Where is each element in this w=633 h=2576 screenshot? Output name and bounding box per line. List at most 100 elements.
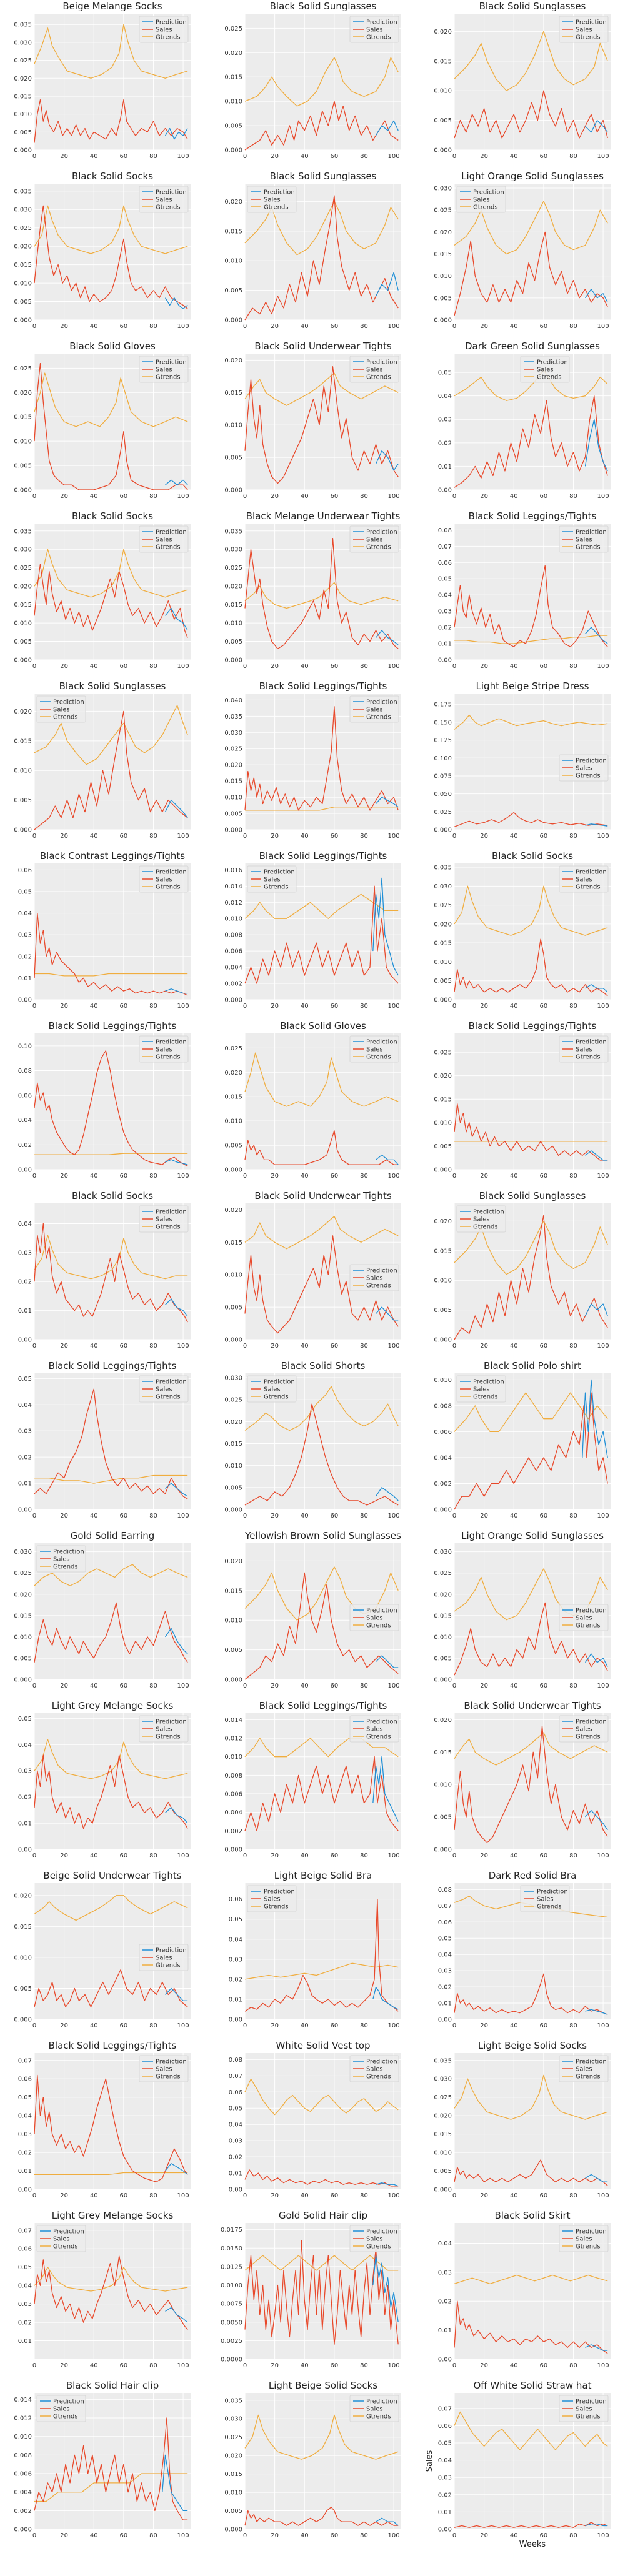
legend-label: Prediction — [156, 1719, 187, 1726]
x-tick-label: 60 — [119, 833, 127, 840]
y-tick-label: 0.010 — [434, 1278, 452, 1285]
y-tick-label: 0.015 — [434, 1749, 452, 1756]
y-tick-label: 0.04 — [18, 1117, 32, 1124]
x-tick-label: 40 — [90, 2532, 98, 2539]
y-tick-label: 0.00 — [438, 2527, 452, 2534]
x-tick-label: 20 — [271, 2532, 279, 2539]
y-tick-label: 0.04 — [438, 592, 452, 599]
legend-label: Sales — [366, 1047, 383, 1053]
x-tick-label: 80 — [569, 1003, 577, 1010]
legend-label: Prediction — [576, 869, 607, 876]
y-tick-label: 0.004 — [224, 965, 242, 972]
series-line-sales — [244, 2169, 399, 2187]
x-tick-label: 60 — [330, 663, 338, 670]
x-tick-label: 80 — [569, 1683, 577, 1689]
y-tick-label: 0.08 — [229, 2057, 242, 2064]
y-tick-label: 0.015 — [14, 602, 32, 609]
chart-panel: 0 20 40 60 80 100 0.000 0.005 0.010 0.015 0.020 0.0… — [14, 510, 191, 670]
legend-label: Sales — [576, 1047, 592, 1053]
y-tick-label: 0.005 — [434, 1814, 452, 1821]
y-tick-label: 0.030 — [14, 39, 32, 46]
legend-label: Gtrends — [156, 544, 181, 551]
y-tick-label: 0.000 — [14, 147, 32, 154]
y-tick-label: 0.06 — [229, 2089, 242, 2096]
series-line-prediction — [165, 988, 188, 994]
x-tick-label: 20 — [271, 833, 279, 840]
y-tick-label: 0.07 — [438, 544, 452, 550]
chart-title: White Solid Vest top — [276, 2040, 370, 2051]
y-tick-label: 0.020 — [14, 1591, 32, 1598]
legend-box — [139, 1375, 189, 1403]
chart-title: Black Contrast Leggings/Tights — [40, 850, 185, 862]
chart-title: Dark Red Solid Bra — [489, 1870, 577, 1881]
y-tick-label: 0.00 — [18, 2187, 32, 2194]
series-line-gtrends — [34, 2267, 188, 2292]
x-tick-label: 0 — [243, 663, 247, 670]
y-tick-label: 0.005 — [224, 1143, 242, 1150]
series-line-sales — [244, 1235, 399, 1334]
series-line-prediction — [372, 1987, 399, 2010]
series-line-gtrends — [244, 1052, 399, 1107]
y-tick-label: 0.030 — [224, 730, 242, 737]
x-tick-label: 100 — [597, 1003, 609, 1010]
y-tick-label: 0.008 — [224, 932, 242, 939]
x-tick-label: 0 — [452, 1003, 456, 1010]
x-tick-label: 0 — [32, 153, 36, 160]
y-tick-label: 0.000 — [224, 487, 242, 494]
x-tick-label: 80 — [149, 1683, 157, 1689]
legend-label: Gtrends — [366, 1283, 391, 1290]
x-tick-label: 80 — [149, 1343, 157, 1350]
legend-box — [456, 1375, 506, 1403]
series-line-prediction — [585, 2174, 608, 2182]
series-line-gtrends — [34, 2473, 188, 2502]
y-tick-label: 0.020 — [434, 1073, 452, 1080]
x-tick-label: 20 — [271, 1343, 279, 1350]
x-tick-label: 40 — [90, 153, 98, 160]
chart-panel: 0 20 40 60 80 100 0.000 0.005 0.010 0.015 0.020 0.0… — [14, 1, 191, 160]
x-tick-label: 40 — [90, 1852, 98, 1859]
y-tick-label: 0.015 — [434, 940, 452, 947]
y-tick-label: 0.015 — [434, 58, 452, 65]
legend-label: Prediction — [576, 1608, 607, 1614]
x-tick-label: 60 — [119, 2362, 127, 2369]
series-line-sales — [244, 1898, 399, 2012]
y-tick-label: 0.020 — [224, 1207, 242, 1214]
legend-label: Sales — [576, 2066, 592, 2073]
series-line-prediction — [585, 627, 608, 644]
x-tick-label: 100 — [388, 1003, 400, 1010]
y-tick-label: 0.03 — [18, 2301, 32, 2308]
legend-label: Prediction — [366, 359, 397, 366]
chart-title: Light Beige Solid Bra — [274, 1870, 372, 1881]
y-tick-label: 0.008 — [224, 1773, 242, 1779]
y-tick-label: 0.004 — [14, 2489, 32, 2496]
x-tick-label: 80 — [360, 1003, 368, 1010]
legend-label: Prediction — [156, 869, 187, 876]
legend-label: Gtrends — [473, 1224, 498, 1231]
series-line-prediction — [584, 419, 608, 472]
series-line-gtrends — [34, 705, 188, 765]
y-tick-label: 0.005 — [434, 117, 452, 124]
x-tick-label: 20 — [480, 2532, 488, 2539]
x-tick-label: 80 — [360, 153, 368, 160]
legend-box — [349, 16, 399, 43]
y-tick-label: 0.015 — [14, 414, 32, 421]
y-tick-label: 0.015 — [224, 74, 242, 81]
x-tick-label: 20 — [271, 493, 279, 500]
x-tick-label: 40 — [90, 493, 98, 500]
legend-box — [559, 1035, 609, 1063]
y-tick-label: 0.020 — [14, 76, 32, 82]
y-tick-label: 0.020 — [224, 584, 242, 590]
y-tick-label: 0.000 — [14, 657, 32, 664]
y-tick-label: 0.005 — [434, 295, 452, 302]
x-tick-label: 20 — [60, 2192, 68, 2199]
x-tick-label: 60 — [119, 1683, 127, 1689]
y-tick-label: 0.020 — [434, 1218, 452, 1225]
y-tick-label: 0.015 — [224, 1588, 242, 1594]
chart-title: Black Solid Shorts — [281, 1360, 366, 1371]
y-tick-label: 0.025 — [224, 2434, 242, 2441]
